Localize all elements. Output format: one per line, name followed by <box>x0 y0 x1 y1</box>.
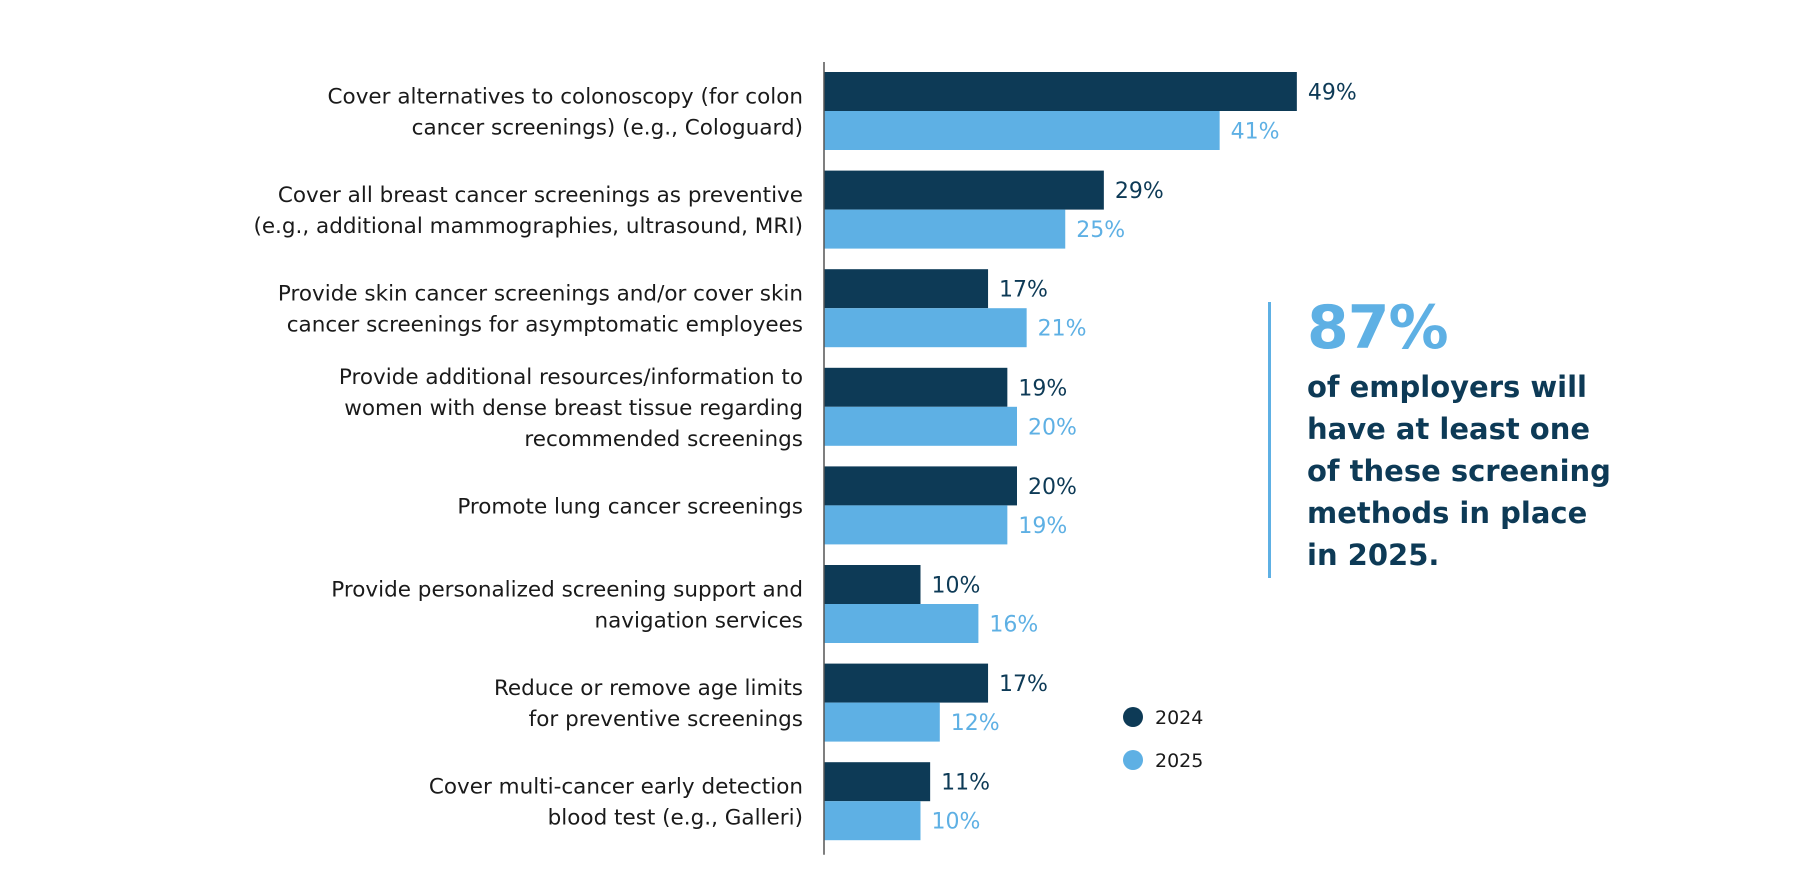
legend-label-2025: 2025 <box>1155 750 1203 772</box>
value-label-2024: 11% <box>941 771 990 796</box>
category-label: Provide additional resources/information… <box>339 365 803 390</box>
legend-label-2024: 2024 <box>1155 707 1203 729</box>
value-label-2025: 25% <box>1076 218 1125 243</box>
bar-2025 <box>824 801 921 841</box>
value-label-2024: 29% <box>1115 179 1164 204</box>
callout-line: of employers will <box>1307 370 1587 404</box>
value-label-2024: 20% <box>1028 475 1077 500</box>
category-label: for preventive screenings <box>529 707 803 732</box>
value-label-2024: 17% <box>999 672 1048 697</box>
bar-2025 <box>824 209 1066 249</box>
category-label: Cover alternatives to colonoscopy (for c… <box>328 85 803 110</box>
value-label-2024: 19% <box>1018 376 1067 401</box>
callout-line: have at least one <box>1307 412 1591 446</box>
category-label: cancer screenings for asymptomatic emplo… <box>287 313 803 338</box>
bar-2024 <box>824 367 1008 407</box>
category-label: cancer screenings) (e.g., Cologuard) <box>412 116 803 141</box>
category-label: women with dense breast tissue regarding <box>344 396 803 421</box>
category-label: Reduce or remove age limits <box>494 676 803 701</box>
bar-2024 <box>824 663 989 703</box>
bar-2024 <box>824 170 1104 210</box>
category-label: Cover all breast cancer screenings as pr… <box>278 183 803 208</box>
value-label-2025: 19% <box>1018 514 1067 539</box>
bar-2024 <box>824 762 931 802</box>
value-labels-group: 49% 41% 29% 25% 17% 21% 19% 20% 20% 19% 10% 16% 17% 1… <box>932 81 1357 835</box>
legend-marker-2024 <box>1123 707 1143 727</box>
bar-2025 <box>824 308 1027 348</box>
bar-2025 <box>824 111 1220 150</box>
category-labels-group: Cover alternatives to colonoscopy (for c… <box>253 85 803 831</box>
callout-percentage: 87% <box>1307 293 1449 363</box>
value-label-2025: 20% <box>1028 415 1077 440</box>
bar-2025 <box>824 604 979 643</box>
category-label: (e.g., additional mammographies, ultraso… <box>253 214 803 239</box>
bar-2025 <box>824 505 1008 545</box>
callout: 87% of employers will have at least one … <box>1268 296 1637 578</box>
value-label-2024: 17% <box>999 278 1048 303</box>
value-label-2025: 16% <box>989 613 1038 638</box>
category-label: recommended screenings <box>524 427 803 452</box>
bar-2025 <box>824 702 940 742</box>
category-label: blood test (e.g., Galleri) <box>548 806 803 831</box>
bar-2024 <box>824 466 1017 506</box>
bar-2024 <box>824 565 921 604</box>
value-label-2025: 10% <box>932 810 981 835</box>
category-label: Provide skin cancer screenings and/or co… <box>278 282 803 307</box>
category-label: Provide personalized screening support a… <box>331 578 803 603</box>
bars-group <box>824 72 1297 841</box>
category-label: navigation services <box>594 609 803 634</box>
value-label-2025: 21% <box>1038 317 1087 342</box>
value-label-2024: 49% <box>1308 81 1357 106</box>
category-label: Promote lung cancer screenings <box>457 494 803 519</box>
legend-marker-2025 <box>1123 750 1143 770</box>
value-label-2025: 41% <box>1231 120 1280 145</box>
callout-line: in 2025. <box>1307 538 1440 572</box>
legend: 2024 2025 <box>1123 707 1203 772</box>
callout-line: of these screening <box>1307 454 1611 488</box>
category-label: Cover multi-cancer early detection <box>429 775 803 800</box>
value-label-2025: 12% <box>951 711 1000 736</box>
value-label-2024: 10% <box>932 574 981 599</box>
callout-line: methods in place <box>1307 496 1588 530</box>
callout-text: of employers will have at least one of t… <box>1307 366 1637 576</box>
bar-2024 <box>824 269 989 309</box>
bar-2024 <box>824 72 1297 111</box>
bar-2025 <box>824 406 1017 446</box>
